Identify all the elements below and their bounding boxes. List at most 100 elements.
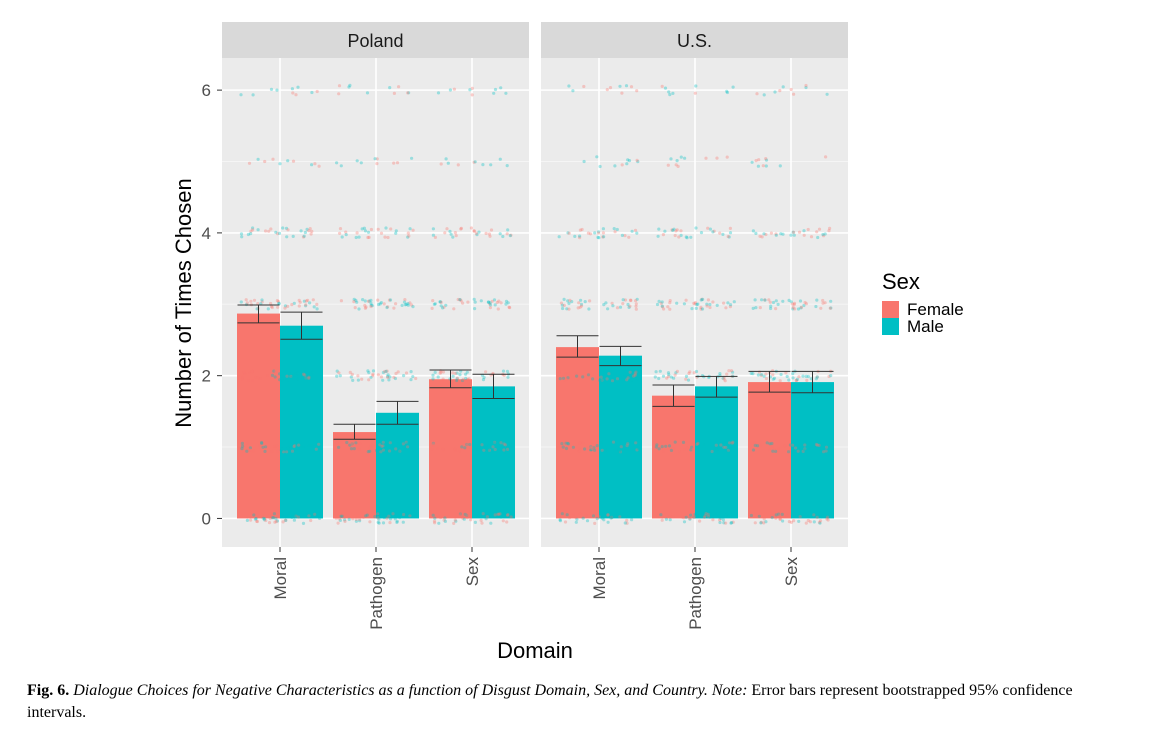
jitter-point	[593, 448, 597, 452]
jitter-point	[689, 448, 693, 452]
jitter-point	[597, 236, 601, 240]
jitter-point	[460, 378, 465, 383]
jitter-point	[491, 446, 495, 450]
jitter-point	[722, 445, 726, 449]
jitter-point	[566, 441, 570, 445]
jitter-point	[560, 512, 564, 516]
jitter-point	[623, 234, 627, 238]
jitter-point	[386, 375, 390, 379]
jitter-point	[272, 369, 276, 373]
jitter-point	[258, 376, 262, 381]
jitter-point	[578, 305, 582, 309]
jitter-point	[388, 375, 392, 379]
jitter-point	[598, 164, 602, 169]
jitter-point	[401, 442, 405, 446]
note-label: Note:	[711, 682, 748, 699]
jitter-point	[287, 444, 291, 448]
jitter-point	[310, 163, 314, 167]
jitter-point	[771, 373, 775, 377]
jitter-point	[724, 445, 728, 449]
jitter-point	[439, 516, 443, 520]
jitter-point	[565, 513, 569, 517]
jitter-point	[729, 369, 734, 373]
jitter-point	[713, 512, 717, 516]
jitter-point	[675, 369, 680, 373]
jitter-point	[566, 299, 570, 303]
jitter-point	[460, 445, 464, 449]
jitter-point	[492, 91, 496, 95]
jitter-point	[599, 440, 604, 444]
jitter-point	[358, 442, 362, 446]
jitter-point	[731, 370, 735, 374]
jitter-point	[264, 518, 268, 523]
jitter-point	[562, 378, 567, 382]
jitter-point	[712, 229, 716, 233]
jitter-point	[689, 235, 693, 239]
jitter-point	[581, 516, 585, 520]
jitter-point	[473, 300, 477, 304]
jitter-point	[754, 231, 758, 235]
jitter-point	[479, 299, 483, 303]
jitter-point	[241, 444, 245, 448]
jitter-point	[601, 235, 605, 239]
jitter-point	[245, 518, 249, 523]
jitter-point	[270, 305, 274, 310]
x-tick-label-moral: Moral	[590, 557, 609, 600]
jitter-point	[472, 160, 476, 164]
jitter-point	[456, 163, 460, 167]
jitter-point	[694, 226, 698, 230]
jitter-point	[483, 445, 487, 449]
jitter-point	[574, 515, 578, 520]
bar-us-moral-female	[556, 347, 599, 519]
jitter-point	[671, 515, 675, 519]
jitter-point	[443, 519, 447, 524]
jitter-point	[769, 306, 773, 311]
jitter-point	[505, 520, 509, 524]
jitter-point	[708, 515, 712, 519]
jitter-point	[667, 90, 671, 94]
jitter-point	[573, 234, 577, 238]
jitter-point	[465, 442, 469, 447]
jitter-point	[285, 235, 289, 239]
jitter-point	[370, 304, 374, 308]
jitter-point	[785, 374, 789, 379]
jitter-point	[379, 231, 384, 235]
jitter-point	[248, 446, 252, 450]
jitter-point	[337, 92, 341, 96]
jitter-point	[458, 373, 462, 377]
jitter-point	[632, 374, 636, 378]
jitter-point	[754, 159, 758, 163]
jitter-point	[676, 164, 680, 168]
jitter-point	[613, 230, 617, 234]
jitter-point	[578, 234, 582, 238]
jitter-point	[386, 305, 390, 309]
jitter-point	[629, 85, 634, 89]
jitter-point	[283, 306, 287, 310]
jitter-point	[757, 514, 761, 518]
jitter-point	[294, 444, 298, 448]
jitter-point	[610, 516, 614, 520]
jitter-point	[673, 233, 677, 238]
jitter-point	[812, 513, 816, 517]
jitter-point	[448, 88, 452, 92]
jitter-point	[302, 371, 306, 375]
jitter-point	[451, 235, 455, 239]
jitter-point	[506, 513, 510, 517]
jitter-point	[566, 231, 570, 235]
jitter-point	[684, 235, 688, 239]
jitter-point	[666, 374, 671, 379]
jitter-point	[409, 378, 413, 382]
jitter-point	[256, 376, 260, 380]
jitter-point	[311, 298, 315, 302]
jitter-point	[289, 374, 293, 378]
jitter-point	[774, 516, 778, 520]
jitter-point	[481, 511, 485, 516]
jitter-point	[799, 305, 804, 309]
jitter-point	[363, 299, 367, 303]
jitter-point	[398, 449, 402, 453]
jitter-point	[817, 227, 822, 231]
jitter-point	[363, 306, 367, 310]
jitter-point	[453, 518, 457, 522]
jitter-point	[456, 297, 460, 302]
jitter-point	[350, 372, 354, 376]
